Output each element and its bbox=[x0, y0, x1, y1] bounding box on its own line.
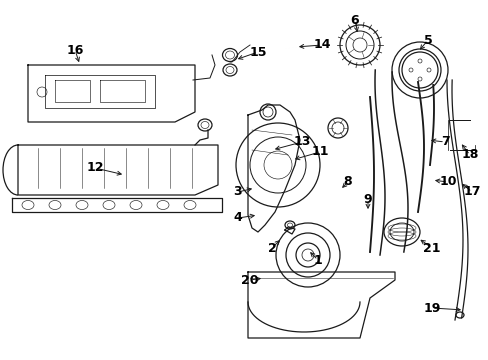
Text: 3: 3 bbox=[233, 185, 242, 198]
Text: 13: 13 bbox=[293, 135, 310, 148]
Text: 12: 12 bbox=[86, 162, 103, 175]
Text: 7: 7 bbox=[440, 135, 448, 148]
Text: 9: 9 bbox=[363, 193, 371, 207]
Text: 20: 20 bbox=[241, 274, 258, 287]
Text: 5: 5 bbox=[423, 33, 431, 46]
Text: 21: 21 bbox=[423, 242, 440, 255]
Text: 14: 14 bbox=[313, 39, 330, 51]
Text: 19: 19 bbox=[423, 301, 440, 315]
Text: 6: 6 bbox=[350, 13, 359, 27]
Text: 16: 16 bbox=[66, 44, 83, 57]
Text: 10: 10 bbox=[438, 175, 456, 189]
Text: 1: 1 bbox=[313, 253, 322, 266]
Text: 15: 15 bbox=[249, 45, 266, 58]
Text: 11: 11 bbox=[311, 145, 328, 158]
Text: 4: 4 bbox=[233, 211, 242, 225]
Text: 2: 2 bbox=[267, 242, 276, 255]
Text: 8: 8 bbox=[343, 175, 351, 189]
Text: 18: 18 bbox=[460, 148, 478, 162]
Text: 17: 17 bbox=[462, 185, 480, 198]
